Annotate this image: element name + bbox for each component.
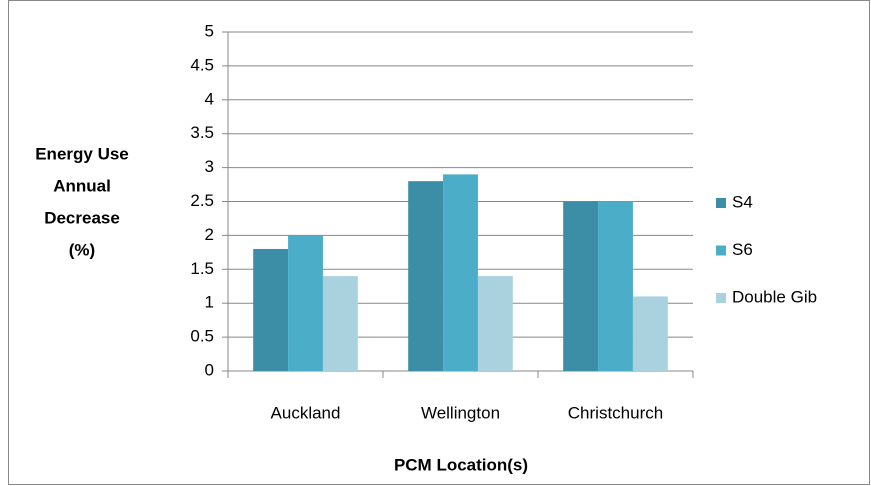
y-axis-title: Energy Use [35, 144, 129, 163]
y-tick-label: 2.5 [190, 191, 214, 210]
y-tick-label: 0 [205, 360, 214, 379]
bar [408, 181, 444, 371]
y-tick-label: 4 [205, 89, 214, 108]
x-tick-label: Wellington [421, 403, 500, 422]
y-tick-label: 3 [205, 157, 214, 176]
y-tick-label: 1 [205, 293, 214, 312]
bar [632, 296, 668, 371]
bar [563, 201, 599, 371]
y-tick-label: 2 [205, 225, 214, 244]
legend-swatch [716, 198, 726, 208]
legend-label: S6 [732, 240, 753, 259]
y-tick-label: 3.5 [190, 123, 214, 142]
legend-swatch [716, 245, 726, 256]
bar [477, 276, 513, 371]
legend-swatch [716, 293, 726, 303]
legend-label: Double Gib [732, 287, 817, 306]
y-axis-title: Decrease [44, 208, 120, 227]
x-tick-label: Christchurch [568, 403, 663, 422]
x-axis-title: PCM Location(s) [394, 455, 528, 474]
y-tick-label: 1.5 [190, 259, 214, 278]
bar [253, 248, 289, 371]
bar [322, 276, 358, 371]
bar [598, 201, 633, 371]
y-tick-label: 5 [205, 21, 214, 40]
bar [443, 174, 478, 371]
y-tick-label: 4.5 [190, 55, 214, 74]
y-axis-title: (%) [69, 240, 95, 259]
y-axis-title: Annual [53, 176, 111, 195]
bar [288, 235, 323, 371]
x-tick-label: Auckland [271, 403, 341, 422]
legend-label: S4 [732, 192, 753, 211]
y-tick-label: 0.5 [190, 327, 214, 346]
